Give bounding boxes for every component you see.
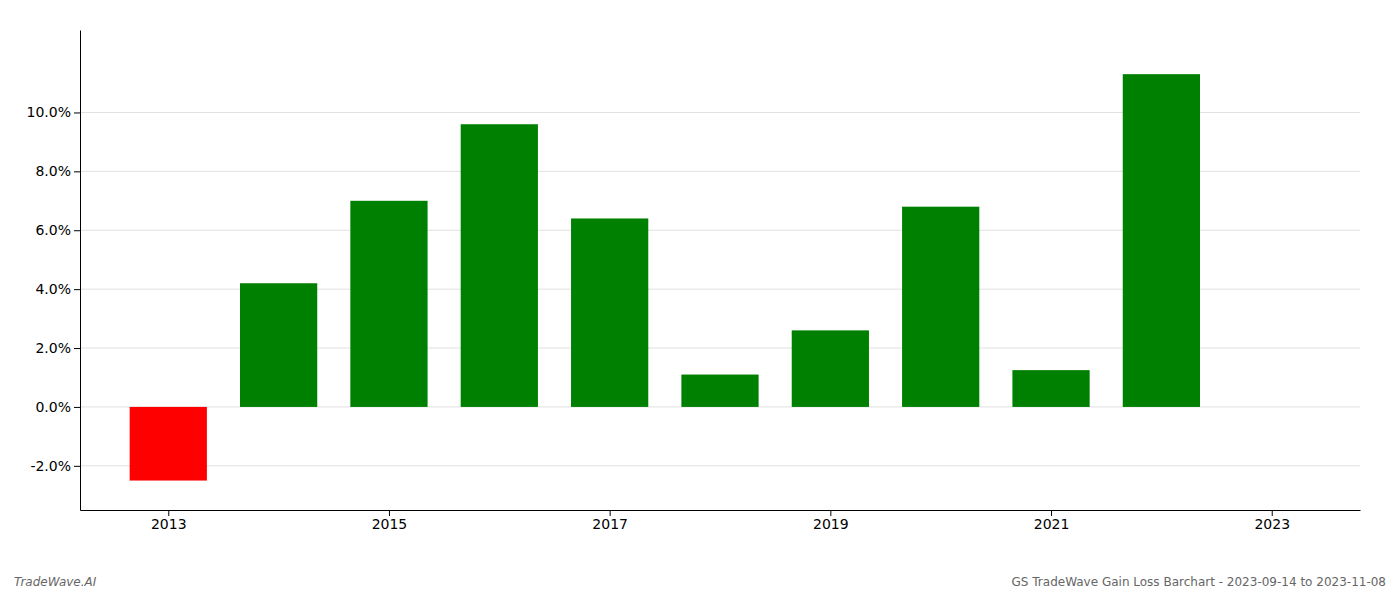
y-tick: 2.0% xyxy=(35,340,80,356)
y-axis: -2.0% 0.0% 2.0% 4.0% 6.0% 8.0% 10.0% xyxy=(27,31,81,511)
bar xyxy=(902,207,979,407)
grid-line xyxy=(80,465,1360,466)
y-tick: 8.0% xyxy=(35,163,80,179)
y-tick: -2.0% xyxy=(30,458,80,474)
x-tick-label: 2023 xyxy=(1254,516,1290,532)
y-tick: 4.0% xyxy=(35,281,80,297)
bar xyxy=(350,201,427,407)
chart: -2.0%0.0%2.0%4.0%6.0%8.0%10.0%2013201520… xyxy=(0,0,1400,600)
x-tick: 2013 xyxy=(151,510,187,532)
bar xyxy=(130,407,207,481)
x-tick: 2017 xyxy=(592,510,628,532)
bar xyxy=(681,375,758,407)
y-tick-label: 0.0% xyxy=(35,399,71,415)
bar xyxy=(1123,74,1200,407)
y-tick-label: 2.0% xyxy=(35,340,71,356)
x-tick-label: 2019 xyxy=(813,516,849,532)
y-tick-label: 8.0% xyxy=(35,163,71,179)
x-axis: 2013 2015 2017 2019 2021 2023 xyxy=(81,510,1361,532)
x-tick: 2021 xyxy=(1034,510,1070,532)
x-tick-label: 2021 xyxy=(1034,516,1070,532)
y-tick: 0.0% xyxy=(35,399,80,415)
y-axis-line xyxy=(80,31,81,511)
x-tick: 2023 xyxy=(1254,510,1290,532)
bar xyxy=(1012,370,1089,407)
bar xyxy=(461,124,538,407)
y-tick-mark xyxy=(74,230,80,231)
plot-area xyxy=(130,74,1200,480)
y-tick-mark xyxy=(74,407,80,408)
y-tick-mark xyxy=(74,466,80,467)
y-tick-label: 4.0% xyxy=(35,281,71,297)
y-tick-label: -2.0% xyxy=(30,458,71,474)
y-tick-mark xyxy=(74,348,80,349)
x-tick-label: 2017 xyxy=(592,516,628,532)
footer-text: TradeWave.AI xyxy=(14,575,97,589)
y-tick-mark xyxy=(74,171,80,172)
y-tick-label: 6.0% xyxy=(35,222,71,238)
footer-text: GS TradeWave Gain Loss Barchart - 2023-0… xyxy=(1012,575,1386,589)
y-tick: 6.0% xyxy=(35,222,80,238)
y-tick-mark xyxy=(74,112,80,113)
x-tick-label: 2013 xyxy=(151,516,187,532)
bar xyxy=(240,283,317,407)
y-tick: 10.0% xyxy=(27,104,80,120)
x-tick-label: 2015 xyxy=(372,516,408,532)
x-tick: 2019 xyxy=(813,510,849,532)
y-tick-label: 10.0% xyxy=(27,104,71,120)
y-tick-mark xyxy=(74,289,80,290)
bar xyxy=(571,218,648,406)
x-axis-line xyxy=(81,510,1361,511)
bar xyxy=(792,330,869,407)
x-tick: 2015 xyxy=(372,510,408,532)
chart-container: -2.0%0.0%2.0%4.0%6.0%8.0%10.0%2013201520… xyxy=(0,0,1400,600)
